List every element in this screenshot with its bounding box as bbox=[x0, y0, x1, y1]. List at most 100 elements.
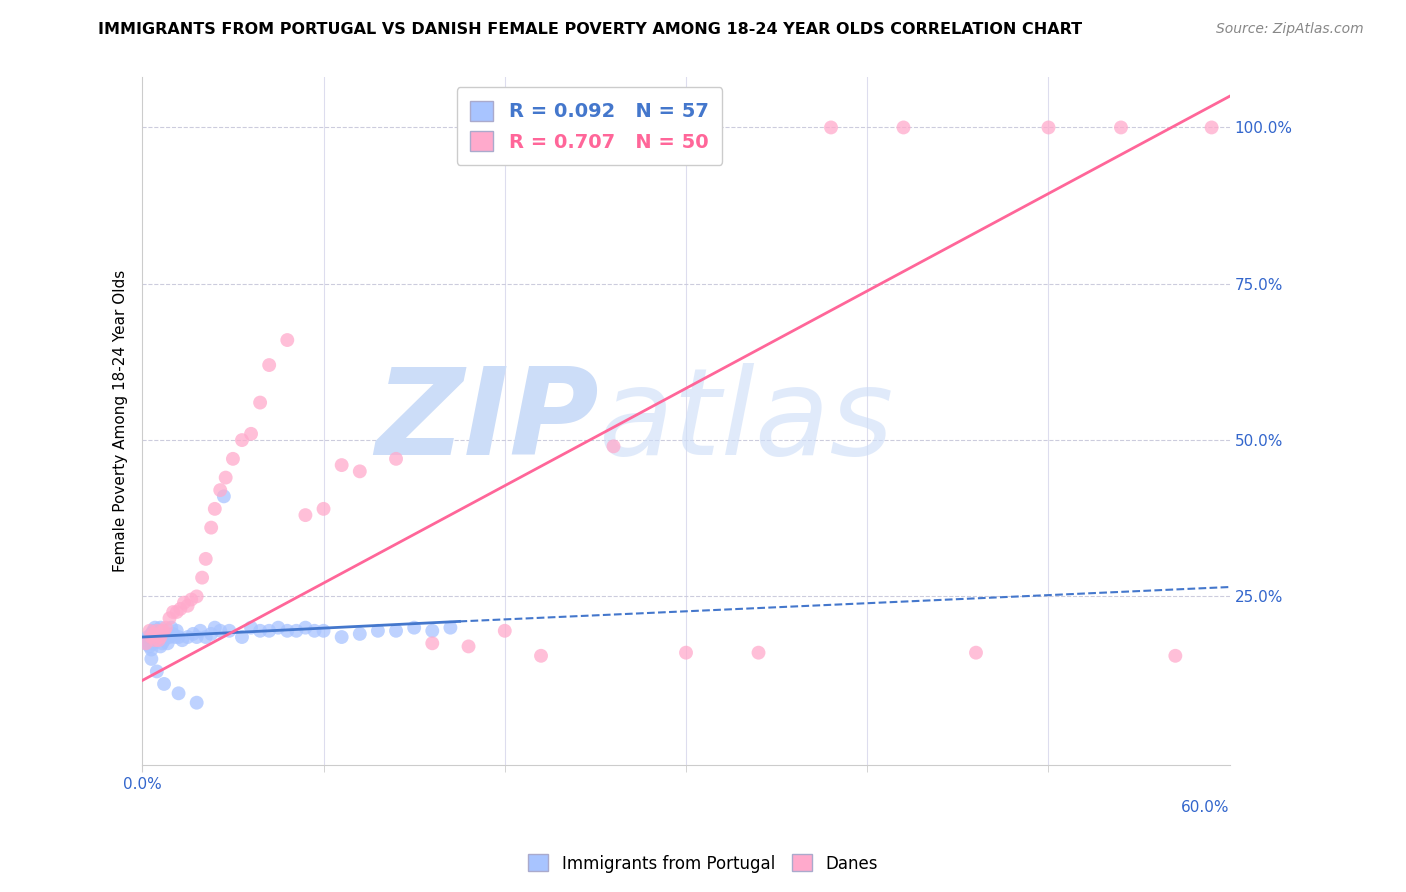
Point bbox=[156, 636, 179, 650]
Point bbox=[186, 630, 208, 644]
Point bbox=[965, 646, 987, 660]
Point bbox=[385, 451, 408, 466]
Point bbox=[169, 602, 191, 616]
Point bbox=[285, 624, 308, 638]
Point bbox=[420, 636, 443, 650]
Point bbox=[143, 621, 166, 635]
Point bbox=[166, 605, 188, 619]
Point bbox=[209, 624, 232, 638]
Point bbox=[153, 677, 176, 691]
Point bbox=[602, 439, 624, 453]
Point bbox=[167, 686, 190, 700]
Point bbox=[240, 426, 263, 441]
Point bbox=[276, 333, 298, 347]
Point bbox=[148, 624, 170, 638]
Point bbox=[176, 630, 198, 644]
Point bbox=[420, 624, 443, 638]
Text: IMMIGRANTS FROM PORTUGAL VS DANISH FEMALE POVERTY AMONG 18-24 YEAR OLDS CORRELAT: IMMIGRANTS FROM PORTUGAL VS DANISH FEMAL… bbox=[98, 22, 1083, 37]
Point bbox=[330, 630, 353, 644]
Point bbox=[249, 395, 271, 409]
Point bbox=[141, 652, 163, 666]
Point bbox=[149, 621, 172, 635]
Point bbox=[148, 633, 170, 648]
Point bbox=[186, 590, 208, 604]
Point bbox=[240, 621, 263, 635]
Point bbox=[135, 636, 157, 650]
Point bbox=[675, 646, 697, 660]
Point bbox=[1109, 120, 1132, 135]
Point bbox=[404, 621, 426, 635]
Point bbox=[150, 624, 173, 638]
Point bbox=[209, 483, 232, 497]
Point bbox=[276, 624, 298, 638]
Text: Source: ZipAtlas.com: Source: ZipAtlas.com bbox=[1216, 22, 1364, 37]
Point bbox=[1201, 120, 1223, 135]
Text: ZIP: ZIP bbox=[375, 363, 599, 480]
Point bbox=[153, 633, 176, 648]
Point bbox=[257, 624, 280, 638]
Point bbox=[141, 642, 163, 657]
Legend: R = 0.092   N = 57, R = 0.707   N = 50: R = 0.092 N = 57, R = 0.707 N = 50 bbox=[457, 87, 723, 165]
Point bbox=[367, 624, 389, 638]
Point bbox=[349, 464, 371, 478]
Point bbox=[135, 636, 157, 650]
Point bbox=[257, 358, 280, 372]
Point bbox=[180, 592, 202, 607]
Point bbox=[155, 621, 177, 635]
Legend: Immigrants from Portugal, Danes: Immigrants from Portugal, Danes bbox=[522, 847, 884, 880]
Point bbox=[138, 640, 160, 654]
Point bbox=[159, 630, 181, 644]
Point bbox=[457, 640, 479, 654]
Point bbox=[267, 621, 290, 635]
Point bbox=[176, 599, 198, 613]
Point bbox=[181, 627, 204, 641]
Point bbox=[150, 636, 173, 650]
Point bbox=[166, 624, 188, 638]
Point bbox=[159, 611, 181, 625]
Point bbox=[893, 120, 915, 135]
Point bbox=[530, 648, 553, 663]
Point bbox=[215, 470, 238, 484]
Point bbox=[1164, 648, 1187, 663]
Point bbox=[186, 696, 208, 710]
Point bbox=[312, 624, 335, 638]
Point bbox=[212, 489, 235, 503]
Point bbox=[136, 630, 159, 644]
Point bbox=[820, 120, 842, 135]
Point bbox=[200, 627, 222, 641]
Point bbox=[385, 624, 408, 638]
Point bbox=[204, 501, 226, 516]
Point bbox=[149, 640, 172, 654]
Point bbox=[134, 633, 156, 648]
Point bbox=[249, 624, 271, 638]
Point bbox=[231, 630, 253, 644]
Point bbox=[200, 521, 222, 535]
Point bbox=[167, 630, 190, 644]
Point bbox=[163, 630, 186, 644]
Text: atlas: atlas bbox=[599, 363, 894, 480]
Point bbox=[162, 627, 184, 641]
Point bbox=[1038, 120, 1060, 135]
Point bbox=[162, 605, 184, 619]
Point bbox=[494, 624, 516, 638]
Point bbox=[218, 624, 240, 638]
Point bbox=[747, 646, 769, 660]
Point bbox=[294, 621, 316, 635]
Point bbox=[349, 627, 371, 641]
Point bbox=[138, 624, 160, 638]
Point bbox=[194, 630, 217, 644]
Point bbox=[204, 621, 226, 635]
Text: 60.0%: 60.0% bbox=[1181, 799, 1230, 814]
Point bbox=[439, 621, 461, 635]
Point bbox=[330, 458, 353, 472]
Point bbox=[153, 624, 176, 638]
Point bbox=[312, 501, 335, 516]
Point bbox=[188, 624, 211, 638]
Point bbox=[142, 624, 165, 638]
Point bbox=[143, 633, 166, 648]
Point bbox=[141, 627, 163, 641]
Point bbox=[222, 451, 245, 466]
Point bbox=[142, 627, 165, 641]
Y-axis label: Female Poverty Among 18-24 Year Olds: Female Poverty Among 18-24 Year Olds bbox=[114, 270, 128, 573]
Point bbox=[294, 508, 316, 522]
